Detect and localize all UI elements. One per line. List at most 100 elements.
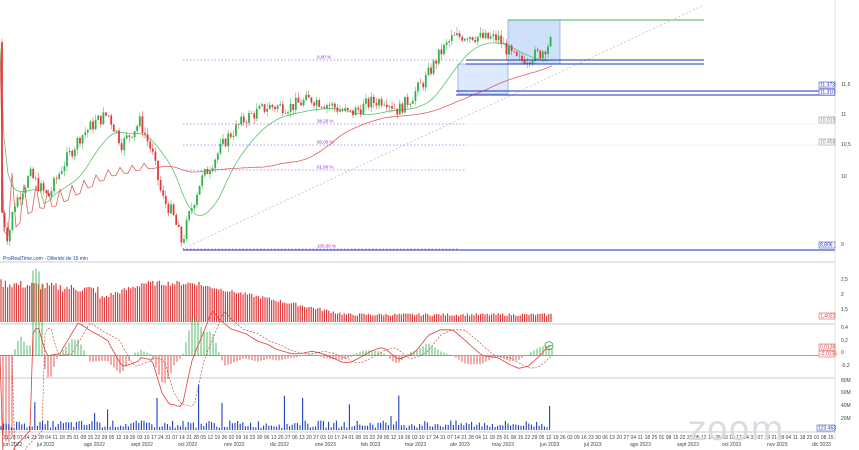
date-axis-day: 31 [440, 435, 446, 441]
oscillator-pill-text: 1,4022 [820, 314, 836, 320]
date-axis-day: 14 [454, 435, 460, 441]
candle-body [313, 102, 315, 106]
candle-body [24, 187, 27, 194]
volume-panel [0, 384, 551, 430]
date-axis-month: mar 2023 [405, 442, 426, 448]
candle-body [229, 133, 232, 137]
date-axis-day: 13 [271, 435, 277, 441]
candle-body [11, 211, 14, 231]
date-axis-month: nov 2023 [767, 442, 788, 448]
candle-body [432, 60, 435, 74]
candle-body [58, 173, 61, 179]
candle-body [149, 141, 152, 149]
date-axis-day: 28 [779, 435, 785, 441]
date-axis-day: 02 [229, 435, 235, 441]
price-axis-label: 11,5 [841, 82, 851, 88]
candle-body [86, 129, 89, 133]
candle-body [284, 113, 287, 114]
candle-body [216, 153, 219, 160]
candle-body [526, 62, 529, 65]
date-axis-day: 03 [722, 435, 728, 441]
candle-body [549, 36, 552, 47]
candle-body [60, 171, 63, 174]
candle-body [333, 103, 336, 108]
date-axis-day: 14 [179, 435, 185, 441]
date-axis-month: jul 2023 [583, 442, 602, 448]
date-axis-day: 17 [736, 435, 742, 441]
price-pill-box [818, 241, 836, 249]
date-axis-month: sept 2022 [131, 442, 153, 448]
candle-body [68, 150, 71, 153]
oscillator-axis-label: 2,5 [841, 277, 848, 283]
candle-body [378, 99, 380, 106]
date-axis-day: 26 [715, 435, 721, 441]
date-axis-month: sept 2023 [677, 442, 699, 448]
date-axis-day: 21 [3, 435, 9, 441]
candle-body [115, 130, 118, 132]
candle-body [19, 197, 22, 200]
candle-body [144, 132, 146, 135]
macd-panel [0, 268, 835, 450]
candle-body [380, 99, 383, 106]
candle-body [53, 178, 55, 192]
date-axis-day: 01 [74, 435, 80, 441]
price-axis-label: 10,5 [841, 142, 851, 148]
candle-body [479, 32, 482, 37]
candle-body [37, 178, 40, 192]
candle-body [188, 211, 191, 220]
date-axis-day: 11 [638, 435, 643, 441]
candle-body [167, 203, 170, 214]
date-axis-month: ago 2022 [84, 442, 105, 448]
date-axis-day: 29 [532, 435, 538, 441]
date-axis-day: 15 [518, 435, 524, 441]
candle-body [471, 37, 474, 41]
candle-body [110, 115, 113, 125]
candle-body [206, 168, 209, 175]
date-axis-month: dic 2022 [270, 442, 289, 448]
date-axis-month: nov 2022 [224, 442, 245, 448]
candle-body [292, 103, 295, 110]
candle-body [141, 116, 144, 133]
candle-body [237, 124, 240, 126]
candle-body [497, 35, 500, 41]
candle-body [409, 103, 412, 105]
fib-label: 61,80 % [317, 165, 334, 170]
candle-body [419, 82, 422, 84]
candle-body [263, 104, 266, 112]
date-axis-day: 09 [236, 435, 242, 441]
candle-body [536, 49, 539, 51]
date-axis-month: oct 2023 [722, 442, 741, 448]
candle-body [505, 42, 508, 55]
candle-body [448, 41, 451, 43]
date-axis-day: 01 [814, 435, 820, 441]
date-axis-day: 04 [631, 435, 637, 441]
candle-body [224, 138, 227, 147]
candle-body [502, 42, 505, 44]
candle-body [385, 104, 388, 108]
candle-body [198, 185, 201, 195]
date-axis-day: 06 [602, 435, 608, 441]
date-axis-day: 24 [433, 435, 439, 441]
candle-body [71, 150, 74, 157]
date-axis-day: 22 [370, 435, 376, 441]
candle-body [240, 116, 243, 125]
date-axis-day: 12 [207, 435, 213, 441]
candle-body [63, 166, 66, 172]
candle-body [411, 100, 414, 104]
candle-body [287, 112, 289, 114]
signal-line [0, 310, 553, 450]
date-axis-day: 24 [158, 435, 164, 441]
date-axis-day: 21 [31, 435, 37, 441]
candle-body [487, 32, 490, 39]
candle-body [3, 212, 6, 228]
date-axis-day: 13 [299, 435, 305, 441]
date-axis-day: 17 [151, 435, 157, 441]
volume-pill-text: 123.463 [818, 426, 836, 432]
date-axis-day: 07 [757, 435, 763, 441]
price-pill: 8,806 [818, 241, 836, 249]
candle-body [318, 100, 321, 107]
date-axis-month: jun 2022 [2, 442, 22, 448]
candle-body [302, 100, 305, 106]
